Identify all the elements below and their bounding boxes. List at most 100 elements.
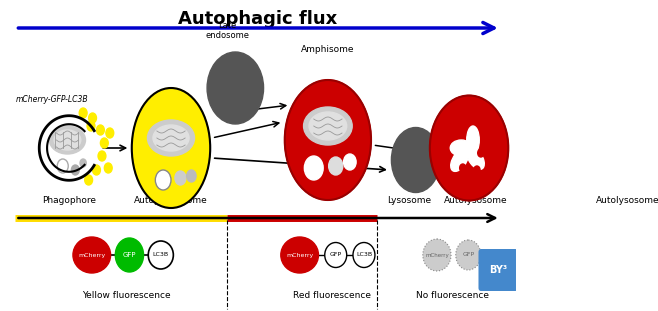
Text: BY³: BY³ — [489, 265, 507, 275]
Circle shape — [646, 173, 650, 179]
Circle shape — [604, 151, 608, 156]
Ellipse shape — [54, 130, 81, 150]
Circle shape — [626, 142, 630, 147]
Circle shape — [629, 101, 632, 106]
Circle shape — [629, 132, 633, 137]
Circle shape — [634, 121, 638, 126]
Circle shape — [632, 162, 636, 167]
Circle shape — [610, 132, 614, 137]
Circle shape — [640, 132, 644, 137]
Circle shape — [343, 154, 356, 170]
Text: Lysosome: Lysosome — [388, 196, 432, 205]
Text: Yellow fluorescence: Yellow fluorescence — [82, 291, 170, 300]
Circle shape — [628, 159, 632, 164]
Circle shape — [628, 122, 632, 127]
Circle shape — [106, 128, 114, 138]
Ellipse shape — [325, 243, 347, 267]
Circle shape — [93, 165, 101, 175]
FancyBboxPatch shape — [478, 249, 518, 291]
Circle shape — [638, 144, 642, 149]
Circle shape — [648, 178, 652, 183]
Text: mCherry-GFP-LC3B: mCherry-GFP-LC3B — [16, 95, 88, 104]
Circle shape — [640, 113, 644, 118]
Text: Autophagosome: Autophagosome — [134, 196, 208, 205]
Circle shape — [101, 138, 109, 148]
Circle shape — [613, 152, 617, 157]
Ellipse shape — [451, 149, 468, 171]
Text: GFP: GFP — [122, 252, 136, 258]
Circle shape — [594, 154, 598, 159]
Circle shape — [645, 176, 649, 181]
Circle shape — [636, 117, 640, 122]
Text: mCherry: mCherry — [425, 253, 449, 258]
Circle shape — [595, 136, 599, 141]
Text: GFP: GFP — [462, 253, 474, 258]
Text: LC3B: LC3B — [356, 253, 372, 258]
Ellipse shape — [467, 146, 484, 169]
Circle shape — [155, 170, 171, 190]
Circle shape — [89, 113, 97, 123]
Circle shape — [634, 184, 638, 189]
Circle shape — [623, 132, 627, 137]
Circle shape — [462, 119, 468, 127]
Ellipse shape — [49, 126, 86, 154]
Circle shape — [636, 107, 640, 112]
Circle shape — [655, 134, 658, 139]
Text: GFP: GFP — [330, 253, 342, 258]
Ellipse shape — [132, 88, 210, 208]
Circle shape — [649, 152, 653, 157]
Circle shape — [632, 142, 636, 147]
Circle shape — [599, 143, 603, 148]
Ellipse shape — [450, 140, 472, 156]
Circle shape — [642, 176, 646, 181]
Circle shape — [625, 141, 629, 146]
Text: LC3B: LC3B — [153, 253, 169, 258]
Circle shape — [626, 175, 630, 180]
Circle shape — [650, 119, 654, 124]
Circle shape — [634, 155, 638, 160]
Circle shape — [593, 153, 597, 159]
Text: Autolysosome: Autolysosome — [443, 196, 507, 205]
Circle shape — [642, 166, 645, 171]
Circle shape — [617, 145, 620, 150]
Circle shape — [97, 125, 105, 135]
Ellipse shape — [147, 120, 195, 156]
Text: Autolysosome: Autolysosome — [595, 196, 658, 205]
Text: Amphisome: Amphisome — [301, 45, 355, 54]
Circle shape — [606, 141, 610, 146]
Ellipse shape — [115, 238, 143, 272]
Circle shape — [640, 178, 643, 183]
Circle shape — [71, 165, 79, 175]
Circle shape — [57, 159, 68, 173]
Circle shape — [98, 151, 106, 161]
Circle shape — [652, 161, 656, 166]
Circle shape — [627, 172, 631, 177]
Circle shape — [646, 169, 650, 174]
Circle shape — [639, 187, 643, 192]
Text: No fluorescence: No fluorescence — [416, 291, 489, 300]
Circle shape — [474, 166, 480, 174]
Text: Autophagic flux: Autophagic flux — [178, 10, 338, 28]
Ellipse shape — [585, 93, 658, 203]
Text: mCherry: mCherry — [286, 253, 313, 258]
Circle shape — [175, 171, 186, 185]
Circle shape — [87, 121, 95, 131]
Circle shape — [646, 151, 650, 156]
Text: Red fluorescence: Red fluorescence — [293, 291, 371, 300]
Circle shape — [642, 169, 646, 175]
Circle shape — [187, 170, 196, 182]
Circle shape — [610, 176, 614, 181]
Circle shape — [85, 175, 93, 185]
Circle shape — [635, 163, 639, 168]
Circle shape — [655, 151, 658, 156]
Text: mCherry: mCherry — [78, 253, 105, 258]
Circle shape — [619, 181, 623, 186]
Circle shape — [620, 166, 624, 171]
Circle shape — [599, 158, 603, 163]
Circle shape — [654, 164, 658, 169]
Circle shape — [623, 123, 627, 128]
Circle shape — [638, 114, 642, 119]
Circle shape — [650, 142, 654, 147]
Circle shape — [641, 136, 645, 141]
Ellipse shape — [353, 243, 375, 267]
